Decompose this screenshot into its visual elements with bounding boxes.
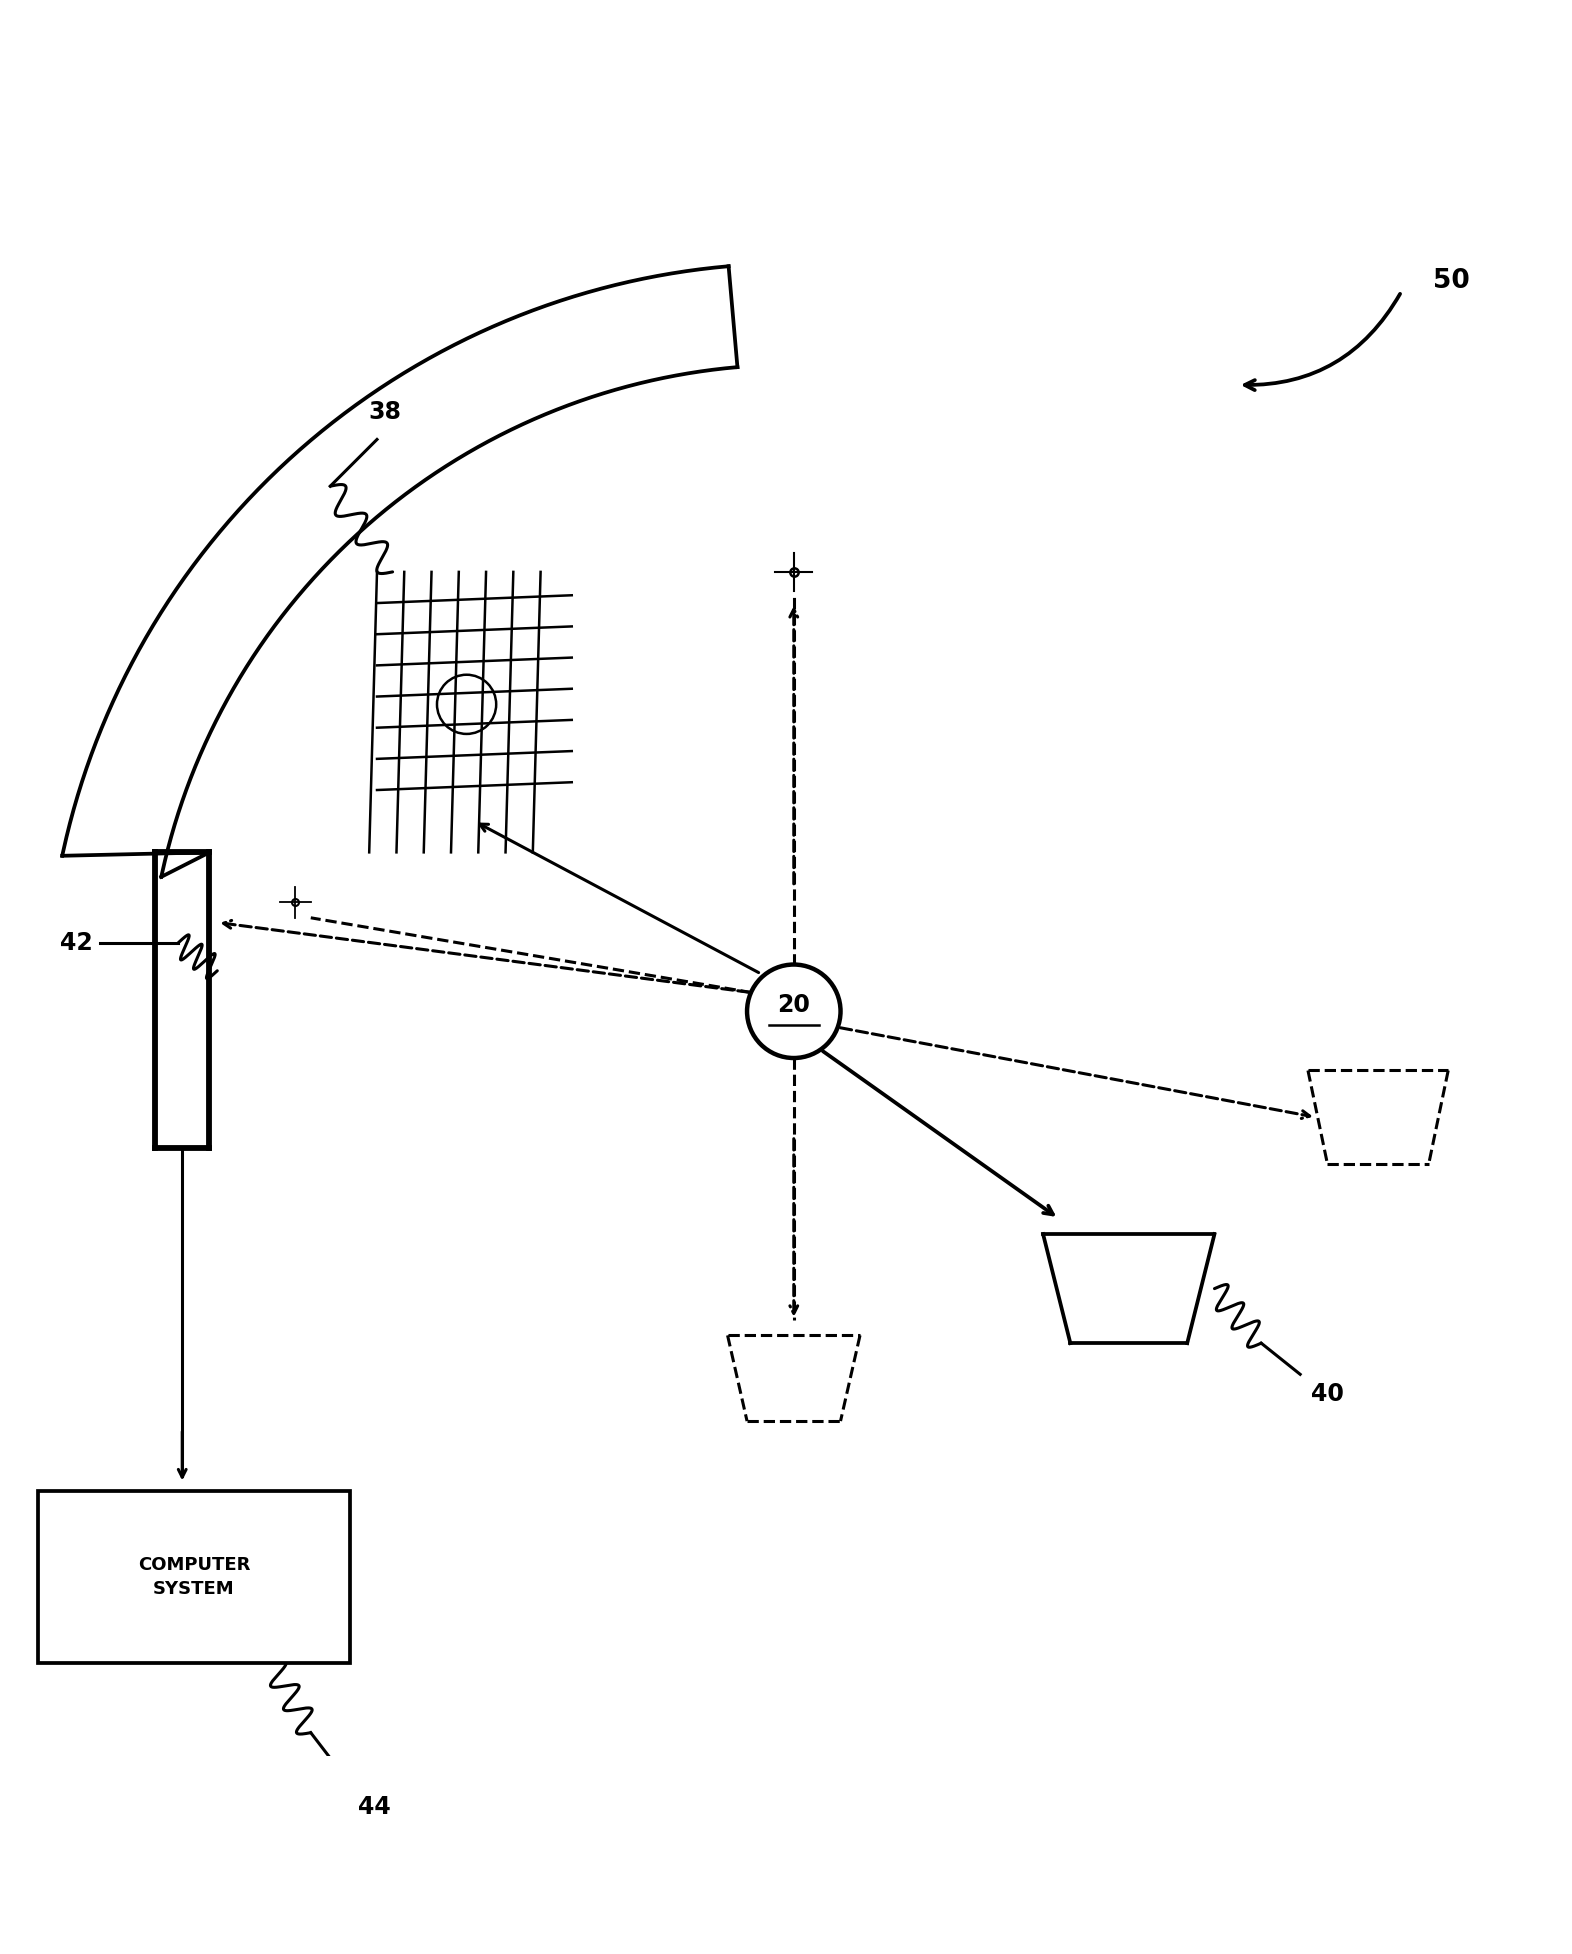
- Text: COMPUTER
SYSTEM: COMPUTER SYSTEM: [138, 1555, 250, 1598]
- Text: 44: 44: [357, 1796, 390, 1819]
- Text: 50: 50: [1432, 268, 1470, 293]
- FancyBboxPatch shape: [38, 1491, 349, 1663]
- Text: 42: 42: [60, 930, 93, 956]
- Text: 38: 38: [368, 401, 401, 424]
- Circle shape: [747, 965, 841, 1057]
- Text: 20: 20: [777, 993, 810, 1016]
- Text: 40: 40: [1311, 1381, 1344, 1407]
